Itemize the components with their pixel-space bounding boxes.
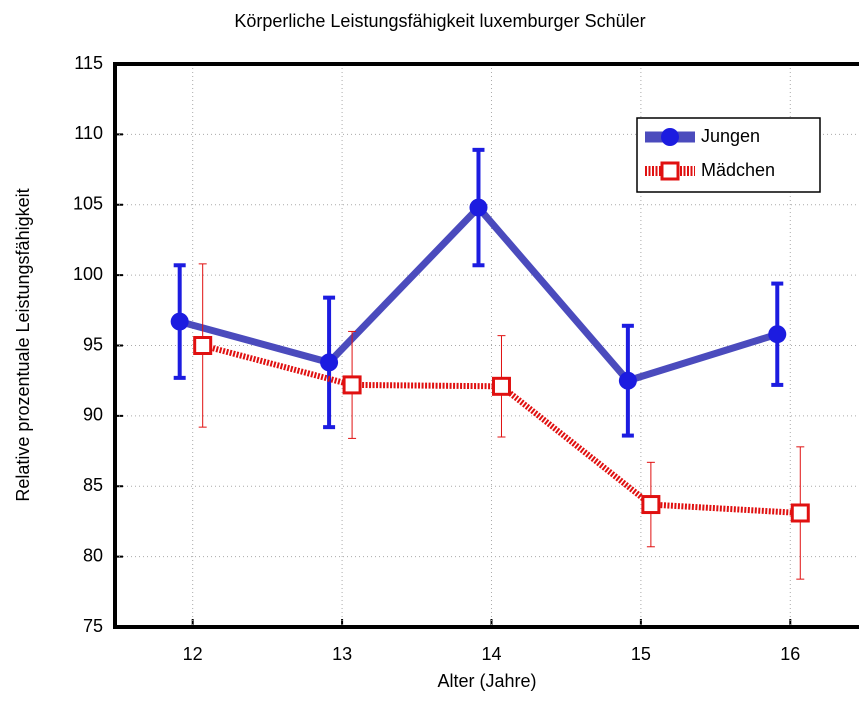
y-tick-label: 90 — [83, 405, 103, 425]
x-axis-label: Alter (Jahre) — [437, 671, 536, 691]
legend-label: Jungen — [701, 126, 760, 146]
x-tick-label: 16 — [780, 644, 800, 664]
marker — [641, 495, 661, 515]
x-tick-label: 13 — [332, 644, 352, 664]
legend-label: Mädchen — [701, 160, 775, 180]
y-tick-label: 80 — [83, 545, 103, 565]
legend-marker — [661, 128, 679, 146]
y-tick-label: 105 — [73, 194, 103, 214]
marker — [320, 353, 339, 372]
marker — [342, 375, 362, 395]
series-line — [201, 342, 801, 516]
marker — [790, 503, 810, 523]
y-tick-label: 95 — [83, 334, 103, 354]
x-tick-label: 15 — [631, 644, 651, 664]
x-tick-label: 14 — [481, 644, 501, 664]
marker — [469, 198, 488, 217]
marker — [491, 376, 511, 396]
marker — [170, 312, 189, 331]
chart-title: Körperliche Leistungsfähigkeit luxemburg… — [234, 11, 645, 31]
marker — [618, 371, 637, 390]
y-tick-label: 115 — [74, 53, 103, 73]
y-tick-label: 85 — [83, 475, 103, 495]
y-tick-label: 110 — [74, 123, 103, 143]
x-tick-label: 12 — [183, 644, 203, 664]
legend-marker — [660, 161, 680, 181]
y-axis-label: Relative prozentuale Leistungsfähigkeit — [13, 188, 33, 501]
plot-frame — [113, 62, 859, 629]
marker — [768, 325, 787, 344]
y-tick-label: 100 — [73, 264, 103, 284]
marker — [193, 336, 213, 355]
y-tick-label: 75 — [83, 616, 103, 636]
